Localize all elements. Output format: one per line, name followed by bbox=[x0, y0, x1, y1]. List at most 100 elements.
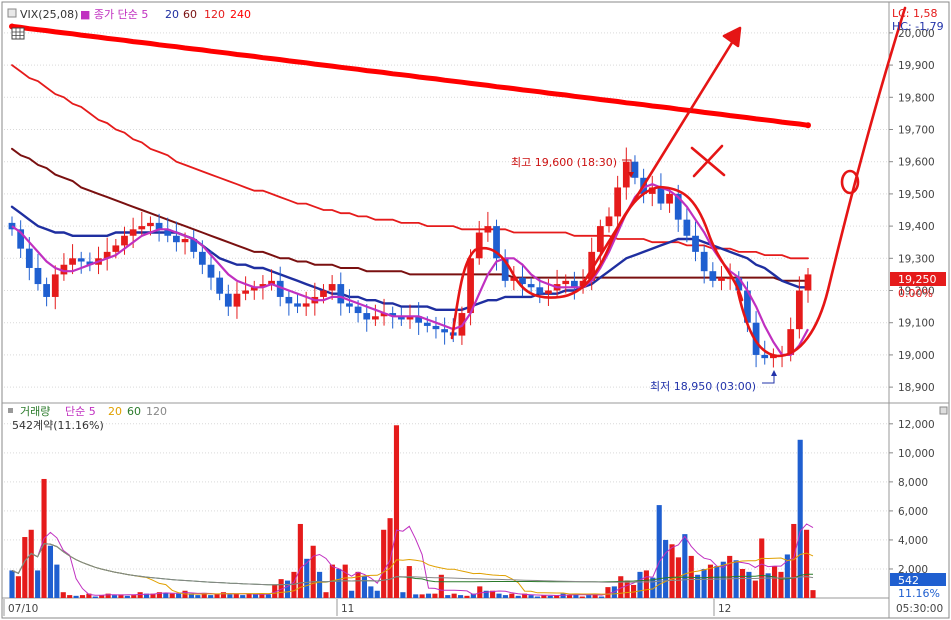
candle-body bbox=[718, 277, 725, 281]
candle-body bbox=[545, 290, 552, 294]
legend-ma-120: 120 bbox=[204, 8, 225, 21]
volume-bar bbox=[15, 576, 21, 598]
lc-label: LC: 1,58 bbox=[892, 7, 938, 20]
volume-bar bbox=[701, 568, 707, 598]
low-annotation: 최저 18,950 (03:00) bbox=[650, 370, 777, 393]
volume-bar bbox=[291, 571, 297, 598]
candle-body bbox=[129, 229, 137, 236]
candle-body bbox=[493, 226, 500, 259]
volume-bar bbox=[265, 594, 271, 598]
volume-bar bbox=[541, 595, 547, 598]
candle-body bbox=[320, 290, 327, 297]
volume-bar bbox=[746, 571, 752, 598]
volume-bar bbox=[144, 593, 150, 598]
current-volume: 542 bbox=[898, 574, 919, 587]
candle-body bbox=[622, 161, 630, 188]
candle-body bbox=[147, 222, 154, 227]
candle-body bbox=[346, 303, 353, 307]
volume-bar bbox=[272, 584, 278, 598]
candle-body bbox=[389, 313, 397, 317]
candle-body bbox=[216, 277, 224, 294]
volume-bar bbox=[227, 594, 233, 598]
volume-bar bbox=[496, 593, 502, 598]
grid-toggle-icon[interactable] bbox=[11, 27, 25, 40]
ma240-line bbox=[9, 23, 811, 128]
high-arrow bbox=[622, 159, 632, 175]
candle-body bbox=[233, 293, 241, 307]
volume-bar bbox=[310, 545, 316, 598]
volume-bar bbox=[643, 570, 649, 598]
time-axis: 07/10 11 12 05:30:00 bbox=[3, 599, 943, 616]
volume-bar bbox=[477, 586, 483, 598]
volume-tick-label: 12,000 bbox=[898, 419, 935, 431]
volume-bar bbox=[509, 593, 515, 598]
volume-bar bbox=[220, 592, 227, 598]
volume-tick-label: 2,000 bbox=[898, 564, 928, 576]
volume-grid bbox=[4, 423, 889, 570]
candle-body bbox=[692, 235, 699, 252]
candle-body bbox=[121, 235, 128, 246]
volume-bar bbox=[188, 593, 194, 598]
volume-bar bbox=[804, 529, 810, 598]
volume-bar bbox=[650, 577, 656, 598]
current-volume-box bbox=[890, 573, 946, 586]
volume-bar bbox=[618, 576, 624, 598]
volume-bar bbox=[393, 425, 400, 598]
volume-tick-label: 10,000 bbox=[898, 448, 935, 460]
volume-bar bbox=[720, 561, 726, 598]
volume-bar bbox=[355, 571, 361, 598]
candle-body bbox=[761, 354, 769, 359]
volume-bar bbox=[502, 595, 508, 598]
volume-bar bbox=[656, 505, 662, 598]
price-tick-label: 19,600 bbox=[898, 157, 935, 169]
volume-tick-label: 4,000 bbox=[898, 535, 928, 547]
candle-body bbox=[354, 306, 362, 314]
hc-label: HC: -1,79 bbox=[892, 20, 944, 33]
volume-bar bbox=[432, 593, 438, 598]
volume-bar bbox=[342, 564, 348, 598]
volume-bar bbox=[9, 570, 15, 598]
volume-series-label: 단순 5 bbox=[65, 405, 96, 418]
panel-scroll-icon[interactable] bbox=[939, 406, 948, 415]
candle-body bbox=[34, 267, 42, 285]
volume-bar bbox=[336, 568, 342, 598]
candle-body bbox=[423, 322, 431, 326]
candle-body bbox=[432, 325, 440, 330]
volume-ma-20: 20 bbox=[108, 405, 122, 418]
price-tick-label: 19,500 bbox=[898, 189, 935, 201]
contracts-label: 542계약(11.16%) bbox=[12, 418, 104, 432]
candle-body bbox=[700, 251, 708, 272]
volume-bar bbox=[214, 593, 220, 598]
candle-body bbox=[536, 287, 544, 294]
hand-circle-stroke bbox=[450, 185, 744, 340]
legend-box-icon[interactable] bbox=[7, 8, 17, 18]
volume-ma-60: 60 bbox=[127, 405, 141, 418]
candle-body bbox=[155, 222, 163, 230]
price-tick-label: 19,000 bbox=[898, 350, 935, 362]
volume-bar bbox=[631, 584, 637, 598]
volume-bar bbox=[682, 534, 688, 598]
volume-bar bbox=[284, 580, 291, 598]
candle-body bbox=[86, 261, 94, 265]
legend-ma-60: 60 bbox=[183, 8, 197, 21]
candle-body bbox=[735, 277, 743, 291]
volume-bar bbox=[28, 529, 34, 598]
price-tick-label: 20,000 bbox=[898, 28, 935, 40]
volume-bar bbox=[361, 576, 368, 598]
volume-bar bbox=[560, 593, 566, 598]
hand-arrow-head bbox=[722, 26, 742, 48]
volume-bar bbox=[92, 596, 98, 598]
candle-body bbox=[588, 251, 596, 281]
volume-bar bbox=[784, 554, 790, 598]
volume-bar bbox=[759, 538, 765, 598]
candle-body bbox=[276, 280, 284, 297]
current-volume-pct: 11.16% bbox=[898, 587, 940, 600]
candle-body bbox=[328, 284, 336, 291]
volume-bar bbox=[201, 592, 207, 598]
ma60-line bbox=[11, 147, 809, 282]
candle-body bbox=[519, 277, 526, 285]
volume-bar bbox=[86, 593, 92, 598]
volume-bar bbox=[528, 595, 534, 598]
volume-bar bbox=[605, 587, 611, 598]
